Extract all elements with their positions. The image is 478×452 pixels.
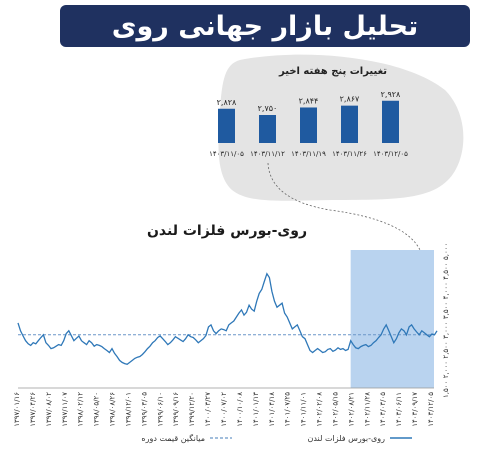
main-chart-title: روی-بورس فلزات لندن xyxy=(147,223,307,239)
y-tick-label: ۲,۰۰۰ xyxy=(442,361,450,378)
inset-bar-value-label: ۲,۸۲۸ xyxy=(217,98,237,107)
recent-period-highlight xyxy=(350,250,434,388)
x-tick-label: ۱۴۰۲/۱۱/۲۸ xyxy=(363,392,371,427)
inset-bar-value-label: ۲,۸۴۴ xyxy=(299,96,319,105)
inset-bar-chart: ۲,۸۲۸ ۱۴۰۳/۱۱/۰۵ ۲,۷۵۰ ۱۴۰۳/۱۱/۱۲ ۲,۸۴۴ ۱۴۰۳/… xyxy=(209,90,408,158)
x-tick-label: ۱۴۰۰/۰۷/۰۲ xyxy=(220,392,228,427)
inset-category-label: ۱۴۰۳/۱۱/۲۶ xyxy=(332,150,367,158)
x-tick-label: ۱۴۰۰/۱۰/۰۸ xyxy=(236,392,244,427)
inset-category-label: ۱۴۰۳/۱۱/۰۵ xyxy=(209,150,244,158)
page-title: تحلیل بازار جهانی روی xyxy=(60,5,470,47)
x-tick-label: ۱۴۰۲/۰۸/۲۱ xyxy=(347,392,355,427)
x-tick-label: ۱۳۹۹/۰۳/۰۵ xyxy=(140,392,148,427)
y-tick-label: ۳,۵۰۰ xyxy=(442,302,450,319)
x-tick-label: ۱۴۰۳/۱۲/۰۵ xyxy=(427,392,435,427)
inset-bar xyxy=(300,107,317,143)
inset-bar-value-label: ۲,۸۶۷ xyxy=(340,95,360,104)
inset-bar xyxy=(218,108,235,143)
x-tick-label: ۱۴۰۱/۰۴/۱۸ xyxy=(268,392,276,427)
inset-bar xyxy=(341,105,358,143)
x-tick-label: ۱۴۰۱/۰۷/۲۵ xyxy=(284,392,292,427)
x-tick-label: ۱۴۰۱/۱۱/۰۱ xyxy=(300,392,308,427)
x-tick-label: ۱۴۰۳/۰۳/۰۵ xyxy=(379,392,387,427)
main-line-chart: ۱,۵۰۰ ۲,۰۰۰ ۲,۵۰۰ ۳,۰۰۰ ۳,۵۰۰ ۴,۰۰۰ ۴,۵۰۰ ۵,۰۰۰… xyxy=(13,243,450,427)
y-tick-label: ۲,۵۰۰ xyxy=(442,341,450,358)
y-tick-label: ۱,۵۰۰ xyxy=(442,381,450,398)
inset-category-label: ۱۴۰۳/۱۱/۱۲ xyxy=(250,150,285,158)
inset-bar-value-label: ۲,۷۵۰ xyxy=(258,104,278,113)
x-tick-label: ۱۴۰۲/۰۲/۰۸ xyxy=(316,392,324,427)
inset-bar xyxy=(259,115,276,143)
y-tick-label: ۴,۰۰۰ xyxy=(442,282,450,299)
legend: روی-بورس فلزات لندن میانگین قیمت دوره xyxy=(141,433,412,443)
x-tick-label: ۱۳۹۷/۱۱/۰۷ xyxy=(61,392,69,427)
inset-bar-value-label: ۲,۹۲۸ xyxy=(381,90,401,99)
x-tick-label: ۱۴۰۰/۰۳/۲۷ xyxy=(204,392,212,427)
inset-category-label: ۱۴۰۳/۱۲/۰۵ xyxy=(373,150,408,158)
legend-series-label: روی-بورس فلزات لندن xyxy=(307,434,385,443)
y-tick-label: ۵,۰۰۰ xyxy=(442,243,450,260)
connector-line xyxy=(267,162,421,251)
x-tick-label: ۱۳۹۸/۱۲/۰۱ xyxy=(124,392,132,427)
x-tick-label: ۱۳۹۹/۰۶/۱۰ xyxy=(156,392,164,427)
inset-category-label: ۱۴۰۳/۱۱/۱۹ xyxy=(291,150,326,158)
inset-title: تغییرات پنج هفته اخیر xyxy=(278,66,387,77)
x-tick-label: ۱۴۰۱/۰۱/۱۳ xyxy=(252,392,260,427)
x-tick-label: ۱۳۹۷/۰۸/۰۲ xyxy=(45,392,53,427)
x-tick-label: ۱۳۹۹/۱۲/۲۰ xyxy=(188,392,196,427)
x-tick-label: ۱۳۹۸/۰۲/۱۲ xyxy=(77,392,85,427)
inset-bar xyxy=(382,100,399,143)
inset-background xyxy=(218,54,464,201)
x-tick-label: ۱۳۹۷/۰۴/۲۶ xyxy=(29,392,37,427)
x-tick-label: ۱۳۹۹/۰۹/۱۶ xyxy=(172,392,180,427)
x-tick-label: ۱۴۰۲/۰۵/۱۵ xyxy=(331,392,339,427)
x-tick-label: ۱۴۰۳/۰۹/۱۷ xyxy=(411,392,419,427)
x-tick-label: ۱۴۰۳/۰۶/۱۱ xyxy=(395,392,403,427)
legend-average-label: میانگین قیمت دوره xyxy=(141,433,205,443)
x-tick-label: ۱۳۹۸/۰۸/۲۶ xyxy=(109,392,117,427)
y-tick-label: ۳,۰۰۰ xyxy=(442,322,450,339)
zinc-lme-price-line xyxy=(17,272,438,366)
x-tick-label: ۱۳۹۷/۰۱/۱۶ xyxy=(13,392,21,427)
y-tick-label: ۴,۵۰۰ xyxy=(442,262,450,279)
x-tick-label: ۱۳۹۸/۰۵/۲۰ xyxy=(93,392,101,427)
